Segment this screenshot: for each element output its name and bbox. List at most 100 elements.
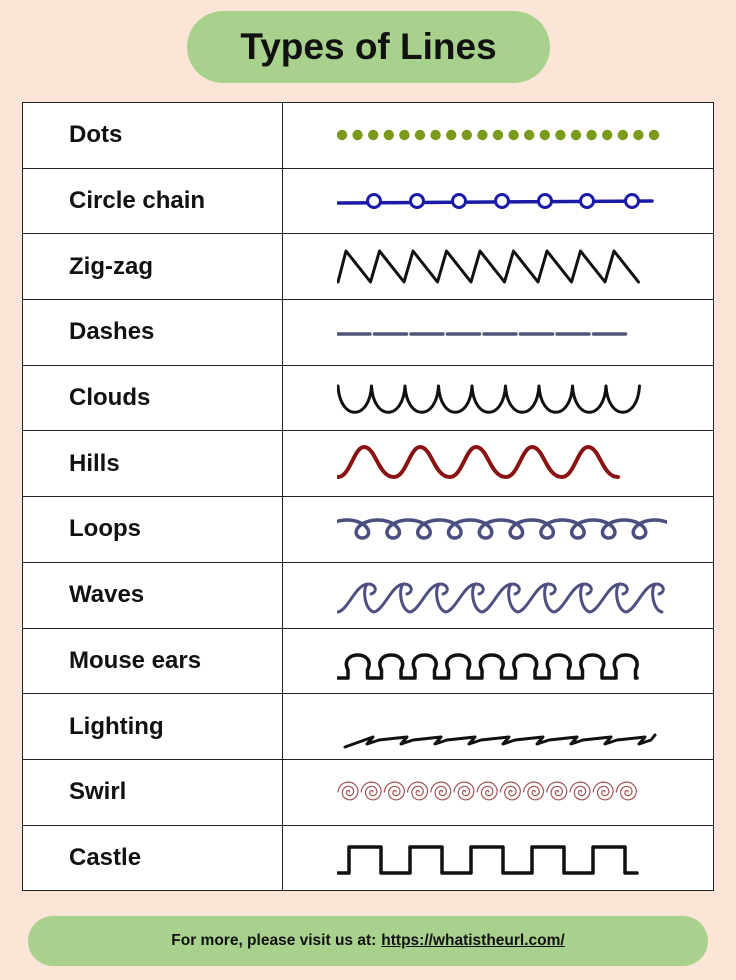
table-row: Zig-zag bbox=[22, 233, 714, 301]
table-row: Loops bbox=[22, 496, 714, 563]
dot bbox=[446, 130, 457, 141]
dot bbox=[633, 130, 644, 141]
line-type-name: Hills bbox=[22, 430, 283, 498]
swirl bbox=[592, 781, 614, 801]
table-row: Dashes bbox=[22, 299, 714, 366]
line-type-name: Lighting bbox=[22, 693, 283, 760]
line-type-name: Loops bbox=[22, 496, 283, 563]
waves-line bbox=[337, 582, 665, 614]
swirl bbox=[546, 781, 568, 801]
waves-line-sample bbox=[337, 582, 665, 614]
table-row: Mouse ears bbox=[22, 627, 714, 695]
table-row: Waves bbox=[22, 561, 714, 629]
footer-banner: For more, please visit us at: https://wh… bbox=[28, 916, 708, 966]
castle-line-sample bbox=[337, 845, 639, 875]
dot bbox=[508, 130, 519, 141]
line-sample-cell bbox=[282, 561, 714, 629]
line-type-name: Circle chain bbox=[22, 167, 283, 235]
line-type-name: Mouse ears bbox=[22, 627, 283, 695]
swirl bbox=[360, 781, 382, 801]
line-sample-cell bbox=[282, 102, 714, 169]
dot bbox=[399, 130, 410, 141]
loops-line bbox=[337, 518, 667, 541]
line-sample-cell bbox=[282, 824, 714, 892]
line-sample-cell bbox=[282, 496, 714, 563]
line-type-name: Zig-zag bbox=[22, 233, 283, 301]
swirl bbox=[499, 781, 521, 801]
swirl bbox=[430, 781, 452, 801]
dashes-line-sample bbox=[337, 332, 628, 337]
line-sample-cell bbox=[282, 758, 714, 826]
line-sample-cell bbox=[282, 430, 714, 498]
swirl bbox=[337, 781, 359, 801]
swirl bbox=[383, 781, 405, 801]
dot bbox=[524, 130, 535, 141]
table-row: Castle bbox=[22, 824, 714, 892]
line-sample-cell bbox=[282, 693, 714, 760]
chain-circle bbox=[451, 193, 467, 210]
line-sample-cell bbox=[282, 233, 714, 301]
lighting-line bbox=[343, 733, 657, 749]
swirl bbox=[523, 781, 545, 801]
chain-circle bbox=[494, 193, 510, 210]
dot bbox=[492, 130, 504, 141]
footer-link[interactable]: https://whatistheurl.com/ bbox=[381, 932, 565, 949]
table-row: Circle chain bbox=[22, 167, 714, 235]
circle-chain-line-sample bbox=[337, 193, 654, 210]
dot bbox=[555, 130, 566, 141]
swirl bbox=[453, 781, 475, 801]
clouds-line-sample bbox=[337, 384, 641, 414]
dots-line-sample bbox=[337, 130, 660, 141]
swirl bbox=[476, 781, 498, 801]
castle-line bbox=[337, 845, 639, 875]
chain-circle bbox=[579, 193, 595, 210]
chain-circle bbox=[366, 193, 382, 210]
dot bbox=[586, 130, 597, 141]
swirl bbox=[569, 781, 591, 801]
hills-line-sample bbox=[337, 444, 620, 479]
zigzag-line bbox=[337, 249, 640, 284]
mouse-ears-line bbox=[337, 653, 639, 680]
line-sample-cell bbox=[282, 167, 714, 235]
chain-circle bbox=[409, 193, 425, 210]
line-type-name: Castle bbox=[22, 824, 283, 892]
line-types-table: Dots Circle chain Zig-zag Dashes Clouds Hills… bbox=[22, 102, 714, 892]
dot bbox=[539, 130, 550, 141]
dot bbox=[383, 130, 394, 141]
dot bbox=[461, 130, 472, 141]
dot bbox=[368, 130, 379, 141]
dot bbox=[648, 130, 660, 141]
loops-line-sample bbox=[337, 518, 667, 541]
dot bbox=[430, 130, 441, 141]
line-type-name: Dashes bbox=[22, 299, 283, 366]
line-type-name: Clouds bbox=[22, 364, 283, 432]
dot bbox=[414, 130, 426, 141]
footer-text: For more, please visit us at: bbox=[171, 932, 377, 949]
line-type-name: Swirl bbox=[22, 758, 283, 826]
line-type-name: Dots bbox=[22, 102, 283, 169]
table-row: Clouds bbox=[22, 364, 714, 432]
clouds-line bbox=[337, 384, 641, 414]
chain-circle bbox=[624, 193, 640, 210]
table-row: Hills bbox=[22, 430, 714, 498]
line-sample-cell bbox=[282, 299, 714, 366]
dot bbox=[617, 130, 628, 141]
swirl bbox=[407, 781, 429, 801]
chain-circle bbox=[537, 193, 553, 210]
table-row: Dots bbox=[22, 102, 714, 169]
lighting-line-sample bbox=[343, 733, 657, 749]
line-sample-cell bbox=[282, 364, 714, 432]
line-type-name: Waves bbox=[22, 561, 283, 629]
swirl-line-sample bbox=[337, 781, 637, 801]
dot bbox=[352, 130, 363, 141]
dot bbox=[337, 130, 348, 141]
hills-line bbox=[337, 444, 620, 479]
table-row: Lighting bbox=[22, 693, 714, 760]
dot bbox=[477, 130, 488, 141]
mouse-ears-line-sample bbox=[337, 653, 639, 680]
dot bbox=[570, 130, 582, 141]
zigzag-line-sample bbox=[337, 249, 640, 284]
table-row: Swirl bbox=[22, 758, 714, 826]
swirl bbox=[615, 781, 637, 801]
line-sample-cell bbox=[282, 627, 714, 695]
